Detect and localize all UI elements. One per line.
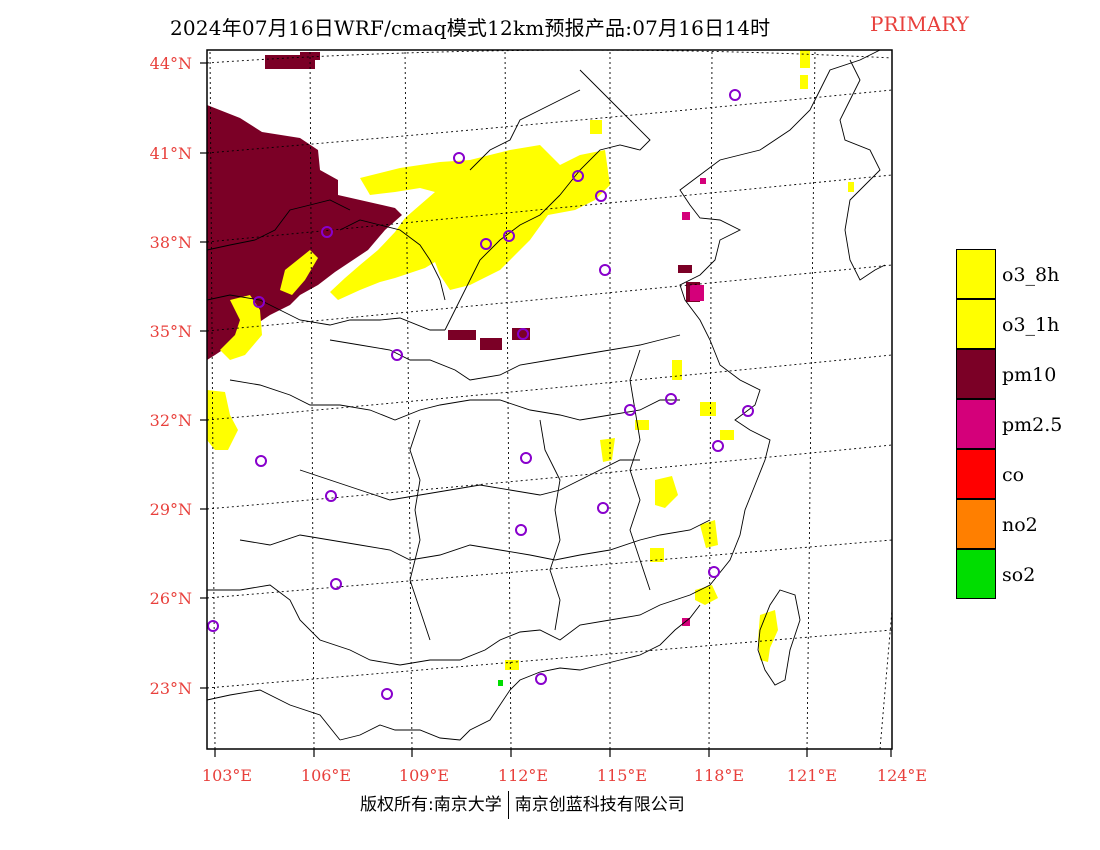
copyright-divider	[507, 791, 509, 819]
lon-label: 115°E	[597, 766, 647, 785]
lat-label: 44°N	[150, 54, 192, 73]
lon-label: 118°E	[694, 766, 744, 785]
lon-label: 109°E	[399, 766, 449, 785]
legend-label-o3-1h: o3_1h	[1002, 314, 1060, 336]
lat-label: 32°N	[150, 411, 192, 430]
admin-boundaries	[206, 49, 886, 741]
legend-label-pm10: pm10	[1002, 364, 1057, 386]
lon-label: 106°E	[301, 766, 351, 785]
legend-swatch-pm25	[956, 399, 996, 449]
lat-label: 23°N	[150, 679, 192, 698]
lat-label: 41°N	[150, 144, 192, 163]
legend-label-so2: so2	[1002, 564, 1036, 586]
lat-label: 38°N	[150, 233, 192, 252]
o3-regions	[207, 50, 854, 670]
copyright-owner: 版权所有:南京大学	[360, 795, 502, 815]
lon-label: 124°E	[877, 766, 927, 785]
legend-swatch-no2	[956, 499, 996, 549]
lon-ticks	[214, 749, 892, 757]
lon-label: 112°E	[498, 766, 548, 785]
map-frame	[206, 49, 893, 750]
legend-label-co: co	[1002, 464, 1025, 486]
legend-swatch-pm10	[956, 349, 996, 399]
graticule	[206, 49, 893, 750]
pm10-region	[207, 52, 700, 360]
legend-swatch-so2	[956, 549, 996, 599]
map-title: 2024年07月16日WRF/cmaq模式12km预报产品:07月16日14时	[170, 16, 771, 40]
legend-label-no2: no2	[1002, 514, 1038, 536]
so2-patch	[498, 680, 503, 686]
legend-swatch-co	[956, 449, 996, 499]
station-markers	[207, 89, 754, 700]
legend-swatch-o3-1h	[956, 299, 996, 349]
lat-label: 26°N	[150, 589, 192, 608]
lon-label: 121°E	[787, 766, 837, 785]
legend-label-pm25: pm2.5	[1002, 414, 1063, 436]
pm25-patches	[682, 178, 706, 626]
lon-label: 103°E	[202, 766, 252, 785]
lat-ticks	[200, 62, 207, 689]
lat-labels: 44°N 41°N 38°N 35°N 32°N 29°N 26°N 23°N	[150, 54, 192, 698]
copyright: 版权所有:南京大学 南京创蓝科技有限公司	[360, 790, 685, 819]
lat-label: 35°N	[150, 322, 192, 341]
lat-label: 29°N	[150, 500, 192, 519]
legend-swatch-o3-8h	[956, 249, 996, 299]
pollutant-type-tag: PRIMARY	[870, 12, 969, 36]
legend-label-o3-8h: o3_8h	[1002, 264, 1060, 286]
lon-labels: 103°E 106°E 109°E 112°E 115°E 118°E 121°…	[202, 766, 927, 785]
copyright-company: 南京创蓝科技有限公司	[514, 795, 685, 815]
